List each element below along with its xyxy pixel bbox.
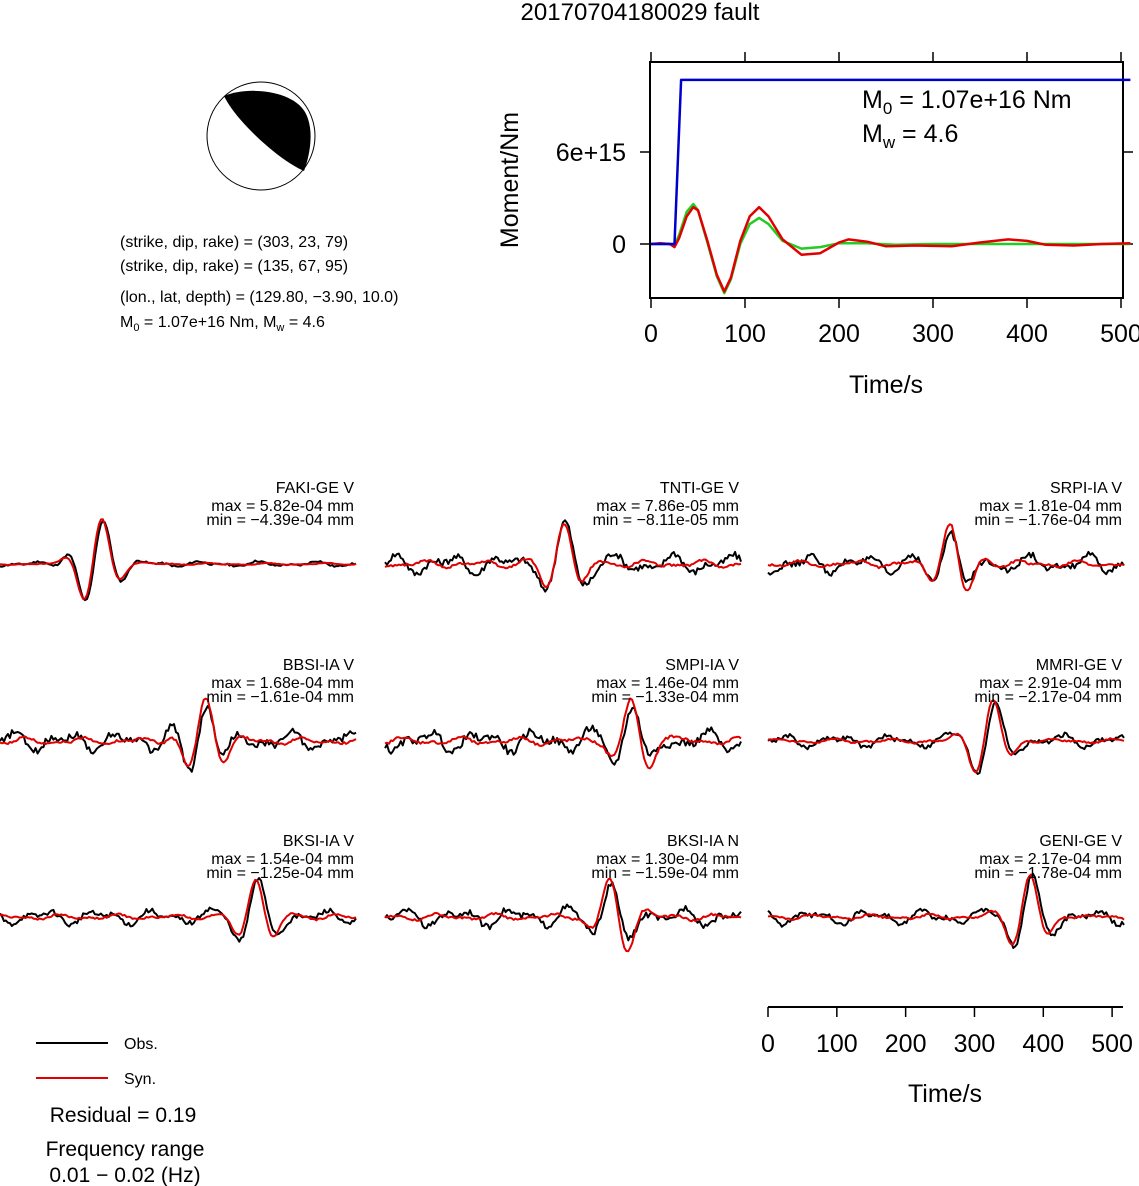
waveform-x-tick-label: 0: [761, 1030, 775, 1058]
moment-m0-annotation: M0 = 1.07e+16 Nm: [862, 86, 1072, 118]
max-amplitude-label: max = 1.54e-04 mm: [211, 851, 354, 868]
waveform-x-tick-label: 400: [1022, 1030, 1064, 1058]
max-amplitude-label: max = 1.30e-04 mm: [596, 851, 739, 868]
observed-trace: [384, 706, 742, 766]
synthetic-trace: [384, 523, 742, 588]
max-amplitude-label: max = 1.81e-04 mm: [979, 498, 1122, 515]
max-amplitude-label: max = 2.17e-04 mm: [979, 851, 1122, 868]
station-label: MMRI-GE V: [1036, 657, 1123, 674]
waveform-x-tick-label: 500: [1091, 1030, 1133, 1058]
waveform-x-tick-label: 100: [816, 1030, 858, 1058]
synthetic-trace: [384, 878, 742, 953]
min-amplitude-label: min = −1.78e-04 mm: [974, 865, 1122, 882]
legend: Obs. Syn.: [36, 1036, 158, 1088]
observed-trace: [0, 705, 357, 773]
synthetic-trace: [384, 697, 742, 770]
station-label: SMPI-IA V: [665, 657, 739, 674]
legend-obs-label: Obs.: [124, 1036, 158, 1053]
moment-y-axis-label: Moment/Nm: [496, 112, 524, 248]
strike-dip-rake-2: (strike, dip, rake) = (135, 67, 95): [120, 258, 348, 275]
moment-y-tick-label: 6e+15: [556, 139, 626, 167]
magnitude-line: M0 = 1.07e+16 Nm, Mw = 4.6: [120, 314, 325, 334]
moment-x-tick-label: 200: [818, 320, 860, 348]
max-amplitude-label: max = 1.46e-04 mm: [596, 675, 739, 692]
max-amplitude-label: max = 7.86e-05 mm: [596, 498, 739, 515]
synthetic-trace: [0, 518, 357, 600]
residual-text: Residual = 0.19: [50, 1104, 197, 1127]
min-amplitude-label: min = −1.25e-04 mm: [206, 865, 354, 882]
synthetic-trace: [0, 697, 357, 768]
station-label: BKSI-IA V: [283, 833, 354, 850]
moment-x-tick-label: 500: [1100, 320, 1139, 348]
station-label: TNTI-GE V: [660, 480, 739, 497]
observed-trace: [767, 872, 1125, 949]
location-line: (lon., lat, depth) = (129.80, −3.90, 10.…: [120, 289, 398, 306]
moment-x-tick-label: 0: [644, 320, 658, 348]
moment-y-tick-label: 0: [612, 231, 626, 259]
min-amplitude-label: min = −4.39e-04 mm: [206, 512, 354, 529]
max-amplitude-label: max = 5.82e-04 mm: [211, 498, 354, 515]
synthetic-trace: [767, 873, 1125, 946]
station-label: GENI-GE V: [1039, 833, 1122, 850]
observed-trace: [0, 877, 357, 943]
mechanism-text: (strike, dip, rake) = (303, 23, 79) (str…: [120, 234, 398, 334]
moment-x-axis-label: Time/s: [849, 371, 923, 399]
moment-plot-curves: [650, 78, 1131, 295]
waveform-x-tick-label: 200: [885, 1030, 927, 1058]
station-label: BBSI-IA V: [283, 657, 354, 674]
focal-mechanism: [206, 81, 316, 191]
min-amplitude-label: min = −2.17e-04 mm: [974, 689, 1122, 706]
min-amplitude-label: min = −1.33e-04 mm: [591, 689, 739, 706]
waveform-time-axis: Time/s 0 100 200 300 400 500: [761, 1006, 1133, 1108]
station-label: BKSI-IA N: [667, 833, 739, 850]
station-label: FAKI-GE V: [276, 480, 355, 497]
min-amplitude-label: min = −1.61e-04 mm: [206, 689, 354, 706]
moment-rate-green-line: [651, 202, 1131, 295]
synthetic-trace: [767, 523, 1125, 592]
waveform-x-tick-label: 300: [954, 1030, 996, 1058]
moment-x-tick-label: 300: [912, 320, 954, 348]
min-amplitude-label: min = −1.59e-04 mm: [591, 865, 739, 882]
observed-trace: [767, 530, 1125, 583]
moment-x-tick-label: 400: [1006, 320, 1048, 348]
station-label: SRPI-IA V: [1050, 480, 1122, 497]
max-amplitude-label: max = 2.91e-04 mm: [979, 675, 1122, 692]
observed-trace: [384, 519, 742, 593]
frequency-range-title: Frequency range: [46, 1138, 205, 1161]
observed-trace: [767, 700, 1125, 775]
min-amplitude-label: min = −8.11e-05 mm: [593, 512, 739, 529]
synthetic-trace: [0, 878, 357, 938]
moment-mw-annotation: Mw = 4.6: [862, 120, 958, 152]
synthetic-trace: [767, 699, 1125, 774]
waveform-x-axis-label: Time/s: [908, 1080, 982, 1108]
min-amplitude-label: min = −1.76e-04 mm: [974, 512, 1122, 529]
beachball-compression-quadrant: [224, 90, 311, 171]
frequency-range-value: 0.01 − 0.02 (Hz): [49, 1164, 200, 1186]
strike-dip-rake-1: (strike, dip, rake) = (303, 23, 79): [120, 234, 348, 251]
moment-x-tick-label: 100: [724, 320, 766, 348]
observed-trace: [0, 520, 357, 602]
moment-plot-ticks: 0 100 200 300 400 500 6e+15 0: [556, 52, 1139, 348]
legend-syn-label: Syn.: [124, 1071, 156, 1088]
moment-rate-red-line: [650, 205, 1131, 293]
figure-title: 20170704180029 fault: [521, 0, 760, 26]
moment-plot-frame: [649, 61, 1124, 299]
observed-trace: [384, 881, 742, 942]
moment-cumulative-line: [651, 78, 1131, 246]
max-amplitude-label: max = 1.68e-04 mm: [211, 675, 354, 692]
